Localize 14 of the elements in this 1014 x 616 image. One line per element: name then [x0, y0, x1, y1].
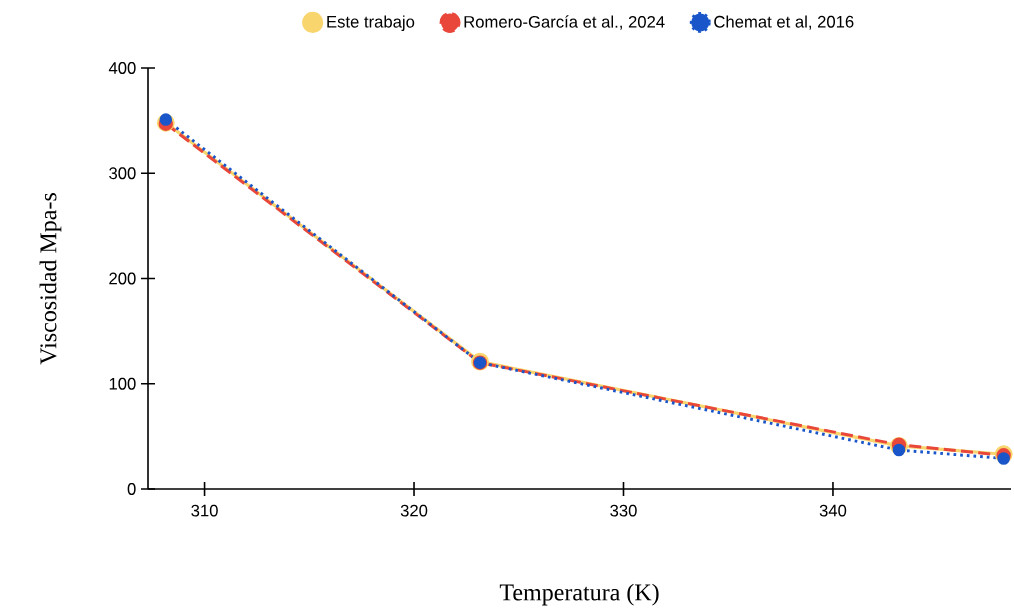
y-tick-label: 100	[109, 377, 136, 390]
y-axis-title: Viscosidad Mpa-s	[39, 193, 62, 365]
legend-label: Romero-García et al., 2024	[464, 15, 665, 30]
x-tick-label: 340	[819, 504, 847, 517]
legend-label: Este trabajo	[327, 15, 415, 31]
x-tick-label: 320	[400, 504, 428, 517]
y-tick-label: 300	[109, 167, 136, 180]
x-axis-title: Temperatura (K)	[499, 583, 659, 606]
y-tick-label: 200	[109, 272, 136, 285]
y-tick-label: 400	[108, 62, 136, 74]
x-tick-label: 310	[191, 504, 218, 517]
legend-label: Chemat et al, 2016	[714, 15, 854, 30]
x-tick-label: 330	[610, 504, 637, 517]
y-tick-label: 0	[127, 483, 136, 495]
